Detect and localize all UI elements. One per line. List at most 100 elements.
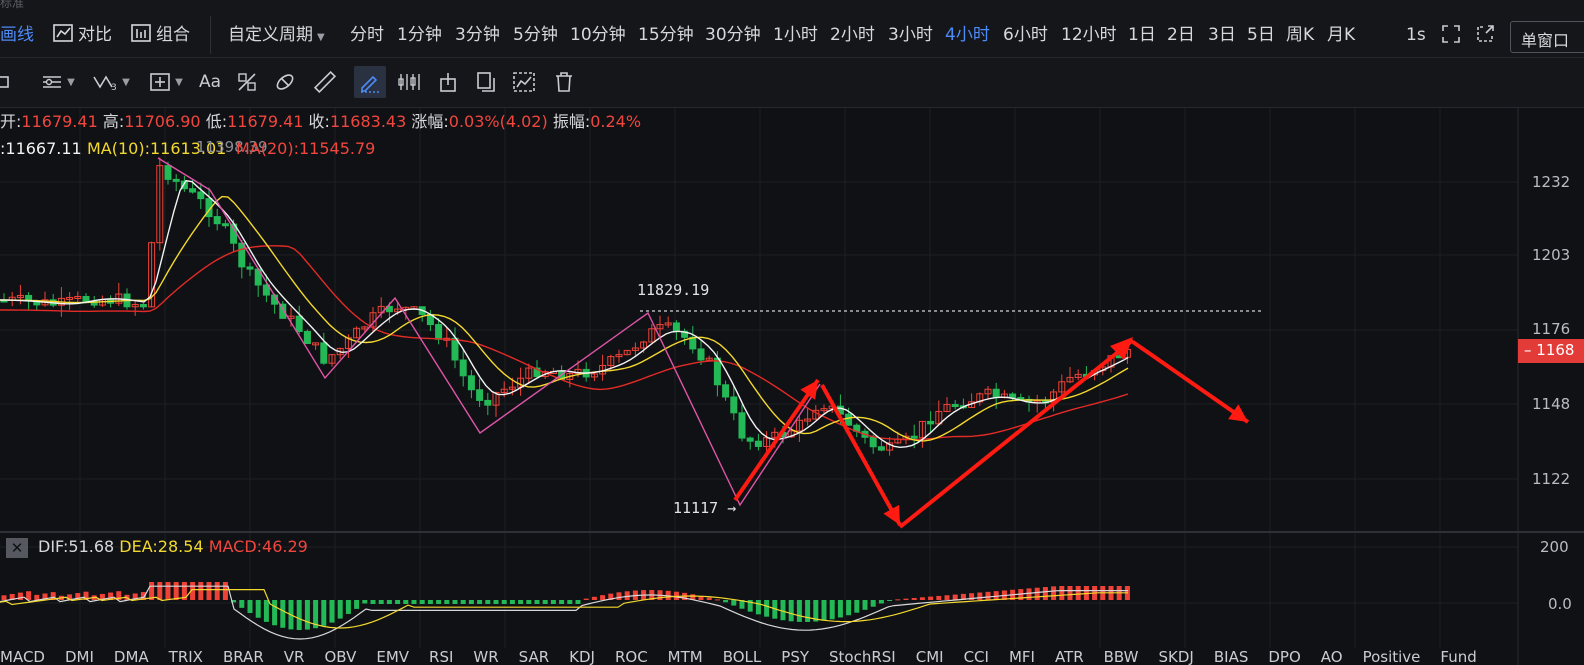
indicator-tab[interactable]: DPO [1268,648,1301,665]
indicator-tab[interactable]: Positive [1362,648,1421,665]
macd-bar [280,600,286,628]
ma5-value: :11667.11 [0,139,82,158]
trash-icon[interactable] [552,66,576,98]
period-tab[interactable]: 6小时 [1003,25,1048,45]
period-tab[interactable]: 3日 [1208,25,1236,45]
macd-bar [526,600,532,604]
chevron-down-icon: ▼ [317,32,325,43]
indicator-tab[interactable]: BIAS [1213,648,1249,665]
period-tab[interactable]: 15分钟 [638,25,694,45]
candle-body [312,342,320,346]
indicator-tab[interactable]: Fund [1440,648,1477,665]
period-tab[interactable]: 月K [1327,25,1356,45]
candle-body [607,356,615,366]
indicator-tab[interactable]: BRAR [222,648,264,665]
macd-bar [870,600,876,607]
period-tab[interactable]: 4小时 [945,25,990,45]
macd-bar [731,600,737,606]
close-icon[interactable]: ✕ [6,538,28,558]
indicator-tab[interactable]: TRIX [168,648,203,665]
period-tab[interactable]: 1小时 [773,25,818,45]
single-window-button[interactable]: 单窗口 [1510,21,1584,53]
macd-bar [26,591,32,600]
macd-bar [468,600,474,604]
add-tool-icon[interactable]: ▼ [144,66,188,98]
popout-icon[interactable] [1475,24,1495,50]
measure-tool-icon[interactable] [234,66,260,98]
period-tab[interactable]: 3小时 [888,25,933,45]
indicator-tab[interactable]: CMI [915,648,944,665]
indicator-tab[interactable]: SAR [518,648,550,665]
custom-period-dropdown[interactable]: 自定义周期 ▼ [228,24,325,49]
combine-button[interactable]: 组合 [156,25,190,45]
period-tab[interactable]: 5日 [1247,25,1275,45]
macd-bar [780,600,786,621]
price-axis-label: 1176 [1532,320,1571,338]
magnet-tool-icon[interactable] [272,66,298,98]
cursor-tool-icon[interactable] [0,66,12,98]
period-tab[interactable]: 3分钟 [455,25,500,45]
settings-tool-icon[interactable] [510,66,538,98]
macd-legend: DIF:51.68 DEA:28.54 MACD:46.29 [38,537,308,557]
period-tab[interactable]: 30分钟 [705,25,761,45]
macd-value: MACD:46.29 [208,537,308,556]
indicator-tab[interactable]: MACD [0,648,45,665]
indicator-tab[interactable]: PSY [781,648,810,665]
anchor-tool-icon[interactable] [436,66,460,98]
wave-tool-icon[interactable]: 3 ▼ [88,66,134,98]
period-tab[interactable]: 2日 [1167,25,1195,45]
period-tab[interactable]: 12小时 [1061,25,1117,45]
period-tab[interactable]: 周K [1286,25,1315,45]
candle-body [459,359,467,377]
candle-body [590,373,598,378]
compare-button[interactable]: 对比 [78,25,112,45]
period-tab[interactable]: 2小时 [830,25,875,45]
refresh-interval[interactable]: 1s [1406,25,1426,45]
period-tab[interactable]: 分时 [350,25,384,45]
indicator-tab[interactable]: RSI [429,648,454,665]
candle-body [656,324,664,330]
macd-bar [690,594,696,600]
tab-draw-lines[interactable]: 画线 [0,25,34,45]
lines-tool-icon[interactable]: ▼ [36,66,80,98]
indicator-tab[interactable]: MFI [1008,648,1035,665]
macd-bar [42,593,48,600]
macd-bar [936,595,942,600]
indicator-tab[interactable]: ATR [1054,648,1084,665]
copy-tool-icon[interactable] [474,66,498,98]
candle-body [508,386,516,390]
candle-body [869,436,877,448]
indicator-tab[interactable]: BOLL [722,648,762,665]
text-tool-icon[interactable]: Aa [198,72,222,92]
candle-body [992,388,1000,399]
indicator-tab[interactable]: DMI [64,648,94,665]
candle-body [927,420,935,425]
indicator-tab[interactable]: VR [283,648,305,665]
close-label: 收: [308,112,330,131]
compare-icon[interactable] [52,22,74,50]
indicator-tab[interactable]: BBW [1103,648,1139,665]
indicator-tab[interactable]: EMV [376,648,410,665]
indicator-tab[interactable]: ROC [614,648,648,665]
indicator-tab[interactable]: MTM [667,648,703,665]
indicator-tab[interactable]: StochRSI [829,648,896,665]
macd-bar [608,593,614,600]
indicator-tab[interactable]: SKDJ [1158,648,1194,665]
indicator-tab[interactable]: AO [1320,648,1343,665]
pattern-tool-icon[interactable] [396,66,422,98]
period-tab[interactable]: 1分钟 [397,25,442,45]
ruler-tool-icon[interactable] [312,66,338,98]
indicator-tab[interactable]: WR [473,648,499,665]
indicator-tab[interactable]: CCI [963,648,989,665]
combine-icon[interactable] [130,22,152,50]
macd-bar [1,595,7,600]
indicator-tab[interactable]: DMA [113,648,149,665]
indicator-tab[interactable]: KDJ [569,648,595,665]
period-tab[interactable]: 5分钟 [513,25,558,45]
pen-tool-icon[interactable] [354,66,386,98]
fullscreen-icon[interactable] [1441,24,1461,50]
period-tab[interactable]: 10分钟 [570,25,626,45]
indicator-tab[interactable]: OBV [324,648,357,665]
period-tab[interactable]: 1日 [1128,25,1156,45]
